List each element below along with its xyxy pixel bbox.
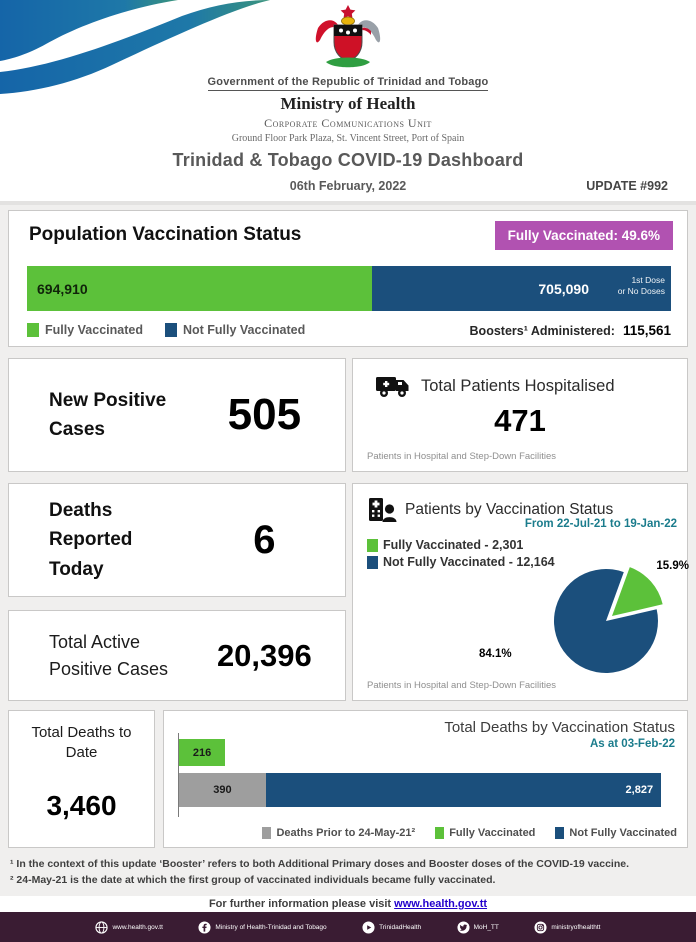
boosters-administered: Boosters¹ Administered: 115,561 xyxy=(470,323,671,338)
active-cases-label: Total Active Positive Cases xyxy=(49,631,169,679)
instagram-icon xyxy=(534,920,547,934)
patients-caption: Patients in Hospital and Step-Down Facil… xyxy=(367,680,557,691)
deaths-by-status-panel: Total Deaths by Vaccination Status As at… xyxy=(163,710,688,848)
footer-facebook[interactable]: Ministry of Health-Trinidad and Tobago xyxy=(198,920,327,934)
globe-icon xyxy=(95,920,109,934)
green-legend-swatch xyxy=(367,538,378,552)
footer-youtube[interactable]: TrinidadHealth xyxy=(362,920,421,934)
deaths-bar-not-fully: 2,827 xyxy=(265,773,662,807)
fully-vaccinated-badge: Fully Vaccinated: 49.6% xyxy=(494,221,673,250)
wave-decoration xyxy=(0,0,270,94)
pie-blue-percent: 84.1% xyxy=(479,648,512,660)
ministry-address: Ground Floor Park Plaza, St. Vincent Str… xyxy=(231,133,465,144)
green-legend-swatch xyxy=(435,827,445,839)
legend-fully-label: Fully Vaccinated xyxy=(449,827,536,839)
patients-by-status-panel: Patients by Vaccination Status From 22-J… xyxy=(352,483,689,701)
footnote-date: ² 24-May-21 is the date at which the fir… xyxy=(10,874,496,887)
new-cases-label: New Positive Cases xyxy=(49,389,167,440)
population-legend: Fully Vaccinated Not Fully Vaccinated xyxy=(27,323,327,337)
new-positive-cases-card: New Positive Cases 505 xyxy=(8,358,346,472)
government-line: Government of the Republic of Trinidad a… xyxy=(207,76,489,91)
blue-legend-swatch xyxy=(367,555,378,569)
boosters-label: Boosters¹ Administered: xyxy=(469,324,615,338)
legend-fully-label: Fully Vaccinated xyxy=(45,323,143,337)
patients-period: From 22-Jul-21 to 19-Jan-22 xyxy=(524,518,677,530)
coat-of-arms xyxy=(315,5,381,68)
footnotes: ¹ In the context of this update ‘Booster… xyxy=(10,856,690,889)
not-fully-vaccinated-bar: 705,090 1st Dose or No Doses xyxy=(371,266,671,311)
footer-website[interactable]: www.health.gov.tt xyxy=(95,920,163,934)
ambulance-icon xyxy=(376,377,409,397)
hospitalised-value: 471 xyxy=(494,403,546,438)
health-gov-link[interactable]: www.health.gov.tt xyxy=(394,898,488,910)
first-dose-note: 1st Dose or No Doses xyxy=(617,275,665,296)
deaths-bar-prior: 390 xyxy=(179,773,266,807)
info-text: For further information please visit xyxy=(208,898,392,910)
ministry-name: Ministry of Health xyxy=(280,94,416,113)
total-deaths-value: 3,460 xyxy=(46,789,117,821)
update-number: UPDATE #992 xyxy=(586,179,668,193)
boosters-value: 115,561 xyxy=(622,323,671,338)
patients-pie-chart xyxy=(543,546,689,686)
footnote-booster: ¹ In the context of this update ‘Booster… xyxy=(10,858,630,870)
header: Government of the Republic of Trinidad a… xyxy=(0,0,696,205)
footer-twitter[interactable]: MoH_TT xyxy=(457,920,499,934)
fully-vaccinated-bar: 694,910 xyxy=(27,266,372,311)
patients-legend: Fully Vaccinated - 2,301 Not Fully Vacci… xyxy=(367,538,555,572)
fully-vaccinated-value: 694,910 xyxy=(37,280,88,297)
hospitalised-caption: Patients in Hospital and Step-Down Facil… xyxy=(367,451,557,462)
patients-title: Patients by Vaccination Status xyxy=(405,500,614,518)
total-deaths-label: Total Deaths to Date xyxy=(31,724,132,762)
gray-legend-swatch xyxy=(262,827,272,839)
dashboard-date: 06th February, 2022 xyxy=(289,179,407,193)
legend-not-fully-label: Not Fully Vaccinated xyxy=(569,827,677,839)
communications-unit: Corporate Communications Unit xyxy=(264,116,432,130)
footer-social-bar: www.health.gov.tt Ministry of Health-Tri… xyxy=(0,912,696,942)
not-fully-vaccinated-value: 705,090 xyxy=(538,280,589,297)
population-stacked-bar: 694,910 705,090 1st Dose or No Doses xyxy=(27,266,671,311)
hospital-patient-icon xyxy=(369,498,397,522)
deaths-chart-legend: Deaths Prior to 24-May-21² Fully Vaccina… xyxy=(242,827,677,839)
green-legend-swatch xyxy=(27,323,39,337)
population-title: Population Vaccination Status xyxy=(29,224,302,245)
deaths-chart-title: Total Deaths by Vaccination Status xyxy=(444,719,675,736)
deaths-today-value: 6 xyxy=(253,517,276,562)
hospitalised-card: Total Patients Hospitalised 471 Patients… xyxy=(352,358,688,472)
deaths-chart-asat: As at 03-Feb-22 xyxy=(589,738,675,750)
blue-legend-swatch xyxy=(555,827,565,839)
footer-instagram[interactable]: ministryofhealthtt xyxy=(534,920,600,934)
deaths-today-label: Deaths Reported Today xyxy=(49,499,133,580)
patients-legend-not-fully: Not Fully Vaccinated - 12,164 xyxy=(383,555,555,569)
deaths-today-card: Deaths Reported Today 6 xyxy=(8,483,346,597)
twitter-icon xyxy=(457,920,470,934)
legend-not-fully-label: Not Fully Vaccinated xyxy=(182,323,306,337)
hospitalised-title: Total Patients Hospitalised xyxy=(421,376,615,395)
blue-legend-swatch xyxy=(164,323,177,337)
active-cases-card: Total Active Positive Cases 20,396 xyxy=(8,610,346,701)
youtube-icon xyxy=(362,920,375,934)
legend-prior-label: Deaths Prior to 24-May-21² xyxy=(276,827,416,839)
population-vaccination-panel: Population Vaccination Status Fully Vacc… xyxy=(8,210,688,347)
deaths-bar-row: 390 2,827 xyxy=(179,773,662,807)
facebook-icon xyxy=(198,920,211,934)
active-cases-value: 20,396 xyxy=(216,637,312,673)
patients-legend-fully: Fully Vaccinated - 2,301 xyxy=(383,538,524,552)
pie-green-percent: 15.9% xyxy=(656,560,689,572)
deaths-bar-fully-vaccinated: 216 xyxy=(179,739,226,766)
deaths-chart-plot: 216 390 2,827 xyxy=(178,733,676,817)
total-deaths-card: Total Deaths to Date 3,460 xyxy=(8,710,155,848)
dashboard-title: Trinidad & Tobago COVID-19 Dashboard xyxy=(172,150,524,170)
info-line: For further information please visit www… xyxy=(0,896,696,914)
new-cases-value: 505 xyxy=(227,390,302,439)
